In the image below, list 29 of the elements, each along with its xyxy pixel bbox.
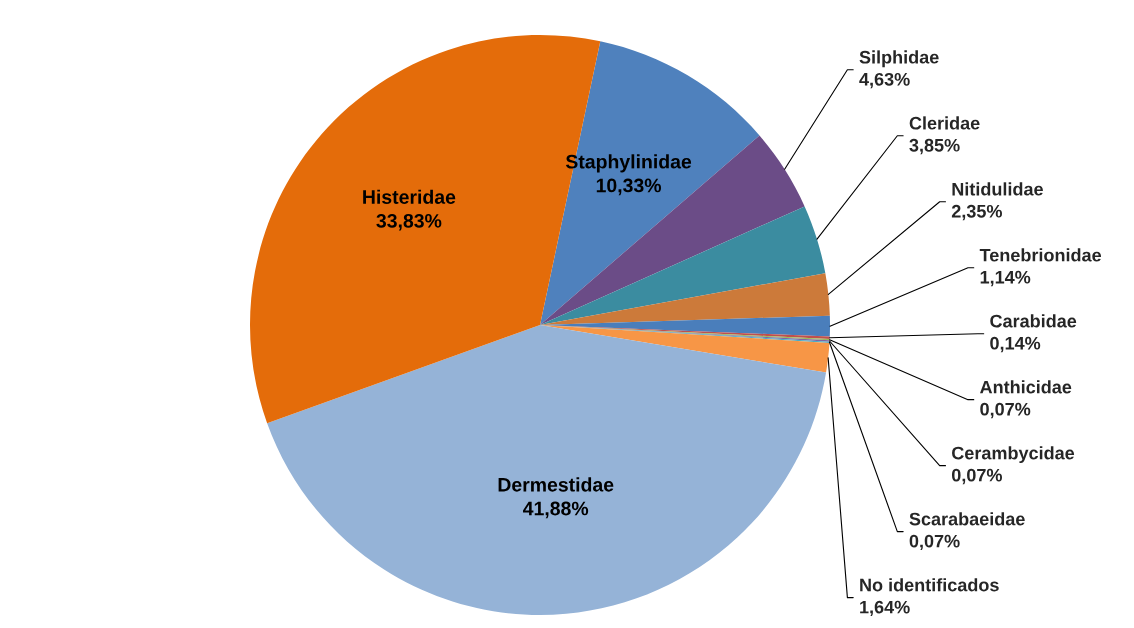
data-label: 0,07%: [951, 468, 1002, 485]
slice-label: Cleridae: [909, 116, 980, 130]
pie-slice: [540, 325, 830, 373]
data-label: 1,14%: [980, 270, 1031, 287]
data-label: 3,85%: [909, 138, 960, 155]
slice-label: Silphidae: [859, 50, 939, 68]
slice-label: Dermestidae: [498, 477, 614, 492]
pie-slice: [540, 206, 826, 325]
slice-label: Tenebrionidae: [979, 248, 1102, 262]
data-label: 0,07%: [909, 534, 960, 551]
slice-label: Anthicidae: [980, 380, 1072, 394]
data-label: 2,35%: [951, 204, 1002, 221]
pie-slice: [540, 41, 760, 325]
pie-slice: [540, 273, 830, 325]
slice-label: Scarabaeidae: [909, 512, 1025, 526]
slice-label: Histeridae: [363, 189, 456, 204]
pie-slice: [267, 325, 827, 615]
data-label: 1,64%: [860, 600, 910, 617]
data-label: 0,14%: [990, 336, 1041, 353]
slice-label: No identificados: [860, 578, 999, 592]
slice-label: Carabidae: [990, 314, 1077, 328]
slice-label: Nitidulidae: [952, 182, 1043, 196]
data-label: 10,33%: [596, 178, 662, 196]
data-label: 4,63%: [859, 72, 910, 89]
slice-label: Cerambycidae: [952, 446, 1075, 464]
data-label: 41,88%: [523, 501, 589, 519]
data-label: 0,07%: [980, 402, 1031, 419]
pie-slice: [540, 135, 805, 325]
data-label: 33,83%: [376, 213, 442, 231]
